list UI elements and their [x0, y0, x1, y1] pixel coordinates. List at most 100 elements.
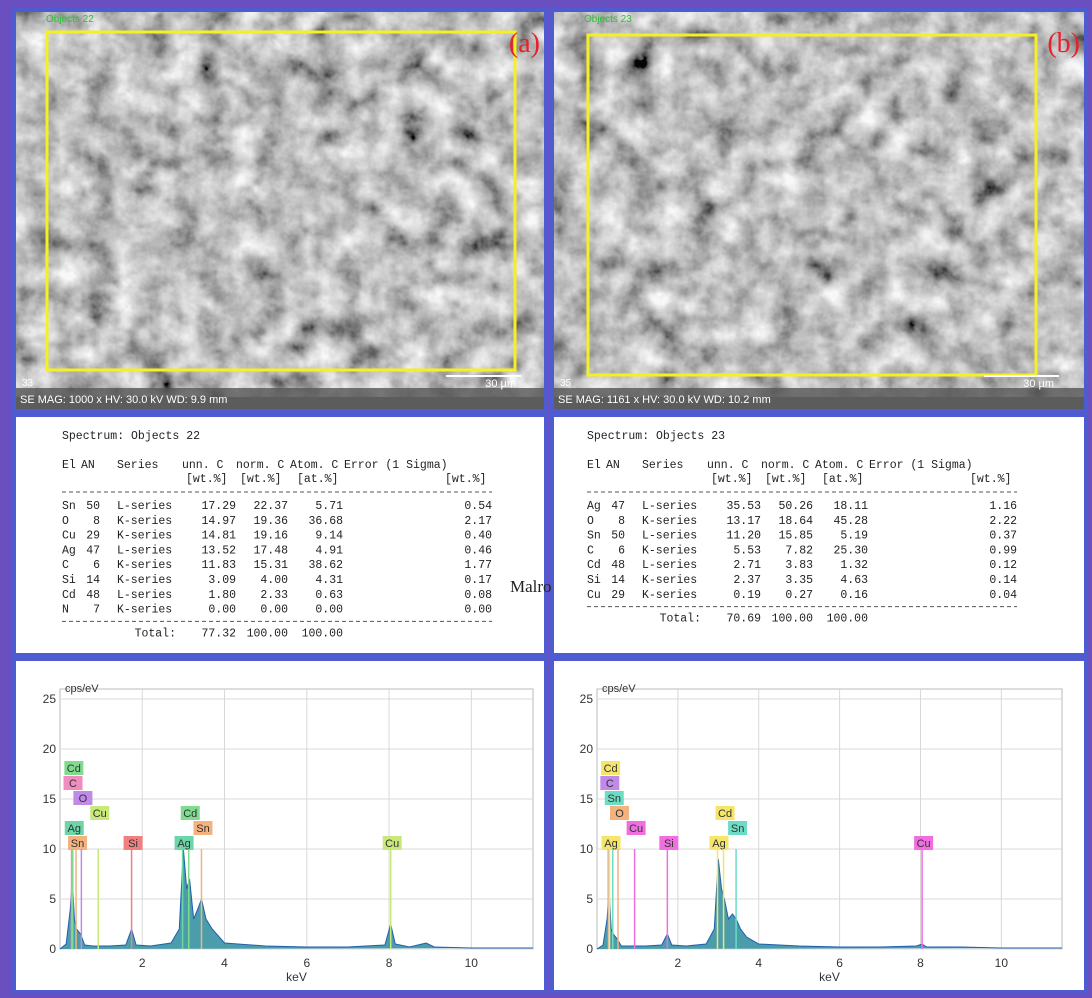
table-cell: 25.30: [833, 544, 868, 557]
table-cell: Si: [62, 574, 76, 587]
objects-label: Objects 23: [584, 14, 632, 25]
total-cell: 77.32: [201, 627, 236, 640]
table-cell: 4.31: [315, 574, 343, 587]
table-cell: 0.12: [989, 559, 1017, 572]
column-header: Error (1 Sigma): [869, 459, 973, 472]
x-tick-label: 8: [386, 956, 393, 970]
element-label: Sn: [196, 823, 209, 835]
element-label: C: [606, 778, 614, 790]
table-cell: 47: [611, 500, 625, 513]
element-label: Cd: [718, 808, 732, 820]
column-header: unn. C: [707, 459, 749, 472]
table-cell: 0.08: [464, 589, 492, 602]
element-label: Ag: [177, 838, 190, 850]
table-cell: 15.85: [778, 530, 813, 543]
table-cell: 35.53: [726, 500, 761, 513]
element-label: Sn: [71, 838, 84, 850]
table-cell: 2.71: [733, 559, 761, 572]
element-label: Cu: [385, 838, 399, 850]
table-cell: 8: [93, 515, 100, 528]
table-cell: 1.77: [464, 559, 492, 572]
x-axis-label: keV: [819, 970, 840, 984]
y-tick-label: 25: [43, 692, 57, 706]
table-cell: 13.17: [726, 515, 761, 528]
x-tick-label: 2: [675, 956, 682, 970]
table-cell: K-series: [642, 589, 697, 602]
table-cell: 7: [93, 604, 100, 617]
x-tick-label: 8: [917, 956, 924, 970]
y-tick-label: 10: [580, 842, 594, 856]
column-header: Atom. C: [290, 459, 338, 472]
table-cell: K-series: [642, 544, 697, 557]
table-cell: K-series: [117, 574, 172, 587]
table-cell: 5.19: [840, 530, 868, 543]
table-cell: K-series: [642, 574, 697, 587]
table-cell: 0.00: [260, 604, 288, 617]
unit-header: [wt.%]: [240, 473, 281, 486]
table-cell: 5.53: [733, 544, 761, 557]
y-tick-label: 0: [586, 942, 593, 956]
element-label: Cd: [67, 763, 81, 775]
y-tick-label: 20: [43, 742, 57, 756]
stray-text: Malro: [510, 577, 552, 596]
element-label: Ag: [712, 838, 725, 850]
table-cell: 6: [93, 559, 100, 572]
element-label: Si: [664, 838, 674, 850]
unit-header: [wt.%]: [970, 473, 1011, 486]
x-tick-label: 10: [995, 956, 1009, 970]
table-cell: 0.04: [989, 589, 1017, 602]
table-cell: K-series: [117, 604, 172, 617]
table-cell: 4.91: [315, 544, 343, 557]
table-cell: 48: [611, 559, 625, 572]
table-cell: 50: [86, 500, 100, 513]
x-tick-label: 6: [836, 956, 843, 970]
table-cell: 18.11: [833, 500, 868, 513]
table-cell: L-series: [642, 500, 697, 513]
table-cell: 11.83: [201, 559, 236, 572]
table-cell: Ag: [62, 544, 76, 557]
element-label: Ag: [604, 838, 617, 850]
table-title: Spectrum: Objects 22: [62, 430, 200, 443]
scale-label: 30 µm: [485, 378, 516, 390]
table-cell: 15.31: [253, 559, 288, 572]
column-header: AN: [81, 459, 95, 472]
table-cell: 3.09: [208, 574, 236, 587]
table-cell: K-series: [117, 559, 172, 572]
table-cell: Cd: [587, 559, 601, 572]
table-cell: Si: [587, 574, 601, 587]
table-cell: 5.71: [315, 500, 343, 513]
x-axis-label: keV: [286, 970, 307, 984]
table-cell: 0.14: [989, 574, 1017, 587]
element-label: O: [615, 808, 624, 820]
table-cell: 0.27: [785, 589, 813, 602]
scale-label: 30 µm: [1023, 378, 1054, 390]
y-tick-label: 25: [580, 692, 594, 706]
table-cell: O: [587, 515, 594, 528]
x-tick-label: 4: [221, 956, 228, 970]
table-cell: 14.81: [201, 530, 236, 543]
table-cell: 2.17: [464, 515, 492, 528]
column-header: AN: [606, 459, 620, 472]
y-tick-label: 15: [43, 792, 57, 806]
element-label: Cd: [183, 808, 197, 820]
table-cell: 2.22: [989, 515, 1017, 528]
table-cell: 7.82: [785, 544, 813, 557]
table-cell: 0.99: [989, 544, 1017, 557]
table-cell: 1.16: [989, 500, 1017, 513]
x-tick-label: 4: [755, 956, 762, 970]
x-tick-label: 2: [139, 956, 146, 970]
table-cell: L-series: [117, 544, 172, 557]
unit-header: [wt.%]: [765, 473, 806, 486]
table-title: Spectrum: Objects 23: [587, 430, 725, 443]
total-cell: 100.00: [247, 627, 289, 640]
table-cell: 29: [86, 530, 100, 543]
table-cell: 14: [611, 574, 625, 587]
table-cell: 3.83: [785, 559, 813, 572]
column-header: norm. C: [761, 459, 809, 472]
element-label: Si: [128, 838, 138, 850]
table-cell: 19.16: [253, 530, 288, 543]
table-cell: 2.33: [260, 589, 288, 602]
table-cell: 2.37: [733, 574, 761, 587]
table-cell: 0.00: [464, 604, 492, 617]
table-cell: 36.68: [308, 515, 343, 528]
